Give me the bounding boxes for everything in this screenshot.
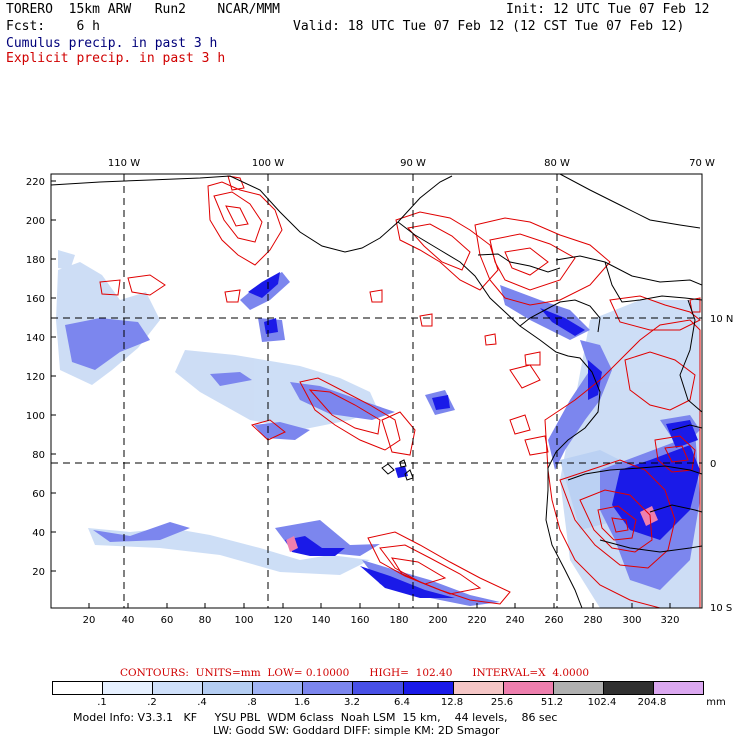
- colorbar-bin: [153, 682, 204, 694]
- graticule: [51, 174, 702, 608]
- coastlines: [51, 174, 702, 608]
- colorbar-label: 12.8: [440, 697, 464, 708]
- y-tick-label: 80: [32, 450, 45, 461]
- colorbar-bin: [453, 682, 504, 694]
- x-tick-label: 240: [505, 615, 524, 626]
- x-tick-label: 160: [350, 615, 369, 626]
- y-tick-label: 20: [32, 567, 45, 578]
- colorbar-bin: [253, 682, 304, 694]
- lat-label-10s: 10 S: [710, 603, 732, 614]
- colorbar-label: 6.4: [394, 697, 410, 708]
- init-time: Init: 12 UTC Tue 07 Feb 12: [506, 2, 710, 17]
- colorbar-label: 102.4: [587, 697, 617, 708]
- x-tick-label: 220: [467, 615, 486, 626]
- legend-cumulus: Cumulus precip. in past 3 h: [6, 36, 218, 51]
- contours-info: CONTOURS: UNITS=mm LOW= 0.10000 HIGH= 10…: [120, 667, 590, 679]
- x-tick-label: 300: [622, 615, 641, 626]
- y-tick-label: 40: [32, 528, 45, 539]
- x-tick-label: 40: [122, 615, 135, 626]
- model-info-line1: Model Info: V3.3.1 KF YSU PBL WDM 6class…: [73, 711, 558, 724]
- colorbar-bin: [653, 682, 704, 694]
- colorbar-label: 25.6: [490, 697, 514, 708]
- colorbar-label: .2: [147, 697, 157, 708]
- legend-explicit: Explicit precip. in past 3 h: [6, 51, 226, 66]
- lon-label-90w: 90 W: [400, 158, 426, 169]
- model-title: TORERO 15km ARW Run2 NCAR/MMM: [6, 2, 280, 17]
- colorbar-bin: [203, 682, 254, 694]
- colorbar-label: .8: [247, 697, 257, 708]
- y-tick-label: 60: [32, 489, 45, 500]
- colorbar-bin: [103, 682, 154, 694]
- x-tick-label: 200: [428, 615, 447, 626]
- x-tick-label: 120: [273, 615, 292, 626]
- lon-label-80w: 80 W: [544, 158, 570, 169]
- lon-label-110w: 110 W: [108, 158, 140, 169]
- map-frame: [50, 173, 703, 609]
- color-scale-bar: [52, 681, 704, 695]
- y-tick-label: 200: [26, 216, 45, 227]
- colorbar-bin: [303, 682, 354, 694]
- colorbar-label: 204.8: [637, 697, 667, 708]
- explicit-precip-contours: [99, 175, 701, 608]
- lon-label-100w: 100 W: [252, 158, 284, 169]
- colorbar-label: 1.6: [294, 697, 310, 708]
- x-tick-label: 280: [583, 615, 602, 626]
- colorbar-label: 51.2: [540, 697, 564, 708]
- y-tick-label: 140: [26, 333, 45, 344]
- x-tick-label: 20: [83, 615, 96, 626]
- y-tick-label: 220: [26, 177, 45, 188]
- colorbar-label: .4: [197, 697, 207, 708]
- lat-label-0: 0: [710, 459, 716, 470]
- y-tick-label: 180: [26, 255, 45, 266]
- x-tick-label: 260: [544, 615, 563, 626]
- lat-label-10n: 10 N: [710, 314, 733, 325]
- y-tick-label: 160: [26, 294, 45, 305]
- colorbar-bin: [353, 682, 404, 694]
- forecast-hour: Fcst: 6 h: [6, 19, 100, 34]
- colorbar-label: .1: [97, 697, 107, 708]
- valid-time: Valid: 18 UTC Tue 07 Feb 12 (12 CST Tue …: [293, 19, 685, 34]
- y-tick-label: 100: [26, 411, 45, 422]
- colorbar-label: 3.2: [344, 697, 360, 708]
- grid-tick-marks: [51, 180, 671, 608]
- colorbar-bin: [603, 682, 654, 694]
- y-tick-label: 120: [26, 372, 45, 383]
- x-tick-label: 80: [199, 615, 212, 626]
- x-tick-label: 320: [660, 615, 679, 626]
- x-tick-label: 100: [234, 615, 253, 626]
- model-info-line2: LW: Godd SW: Goddard DIFF: simple KM: 2D…: [213, 724, 500, 737]
- lon-label-70w: 70 W: [689, 158, 715, 169]
- x-tick-label: 60: [161, 615, 174, 626]
- colorbar-bin: [403, 682, 454, 694]
- colorbar-bin: [503, 682, 554, 694]
- x-tick-label: 180: [389, 615, 408, 626]
- colorbar-unit: mm: [706, 697, 726, 708]
- colorbar-bin: [553, 682, 604, 694]
- x-tick-label: 140: [311, 615, 330, 626]
- colorbar-bin: [53, 682, 104, 694]
